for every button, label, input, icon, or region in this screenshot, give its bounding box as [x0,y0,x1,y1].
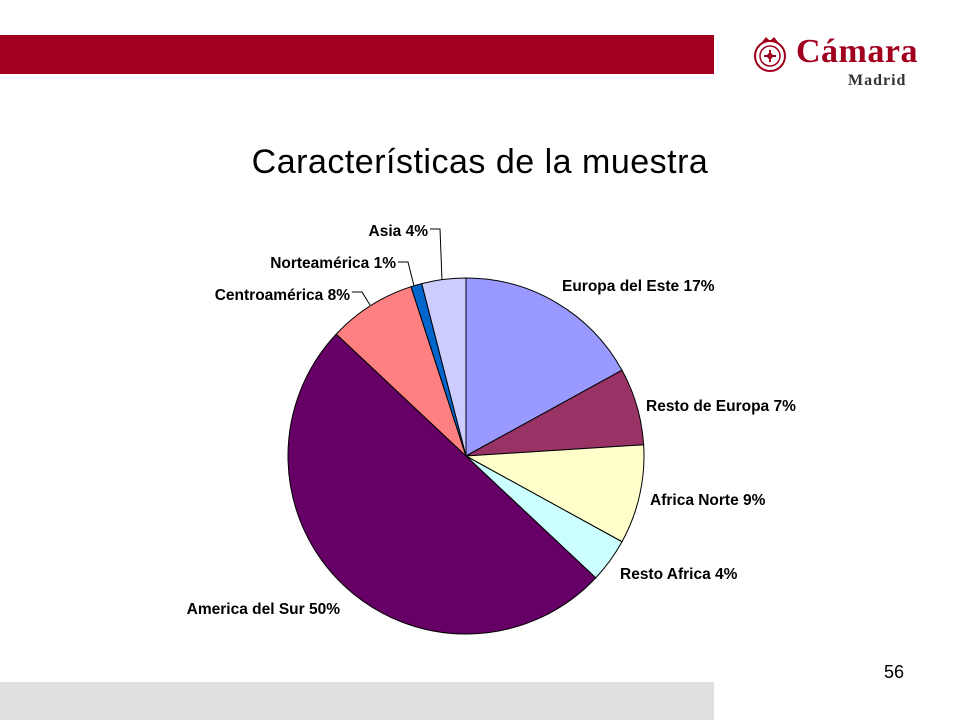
page-number: 56 [883,662,904,682]
chamber-seal-icon [754,37,786,72]
slice-label-2: Africa Norte 9% [650,492,766,509]
leader-line-5 [352,291,371,306]
logo-subtitle: Madrid [848,72,907,89]
slide-title: Características de la muestra [251,143,709,181]
leader-line-7 [430,228,443,281]
slice-label-3: Resto Africa 4% [620,566,738,583]
leader-line-6 [398,261,415,287]
header-red-bar [0,35,714,74]
footer-gray-bar [0,682,714,720]
slice-label-1: Resto de Europa 7% [646,398,796,415]
logo-wordmark: Cámara [796,33,918,70]
pie-slice-4 [287,333,597,635]
pie-slice-7 [421,277,467,457]
slice-label-4: America del Sur 50% [187,601,341,618]
slice-label-0: Europa del Este 17% [562,278,715,295]
slice-label-5: Centroamérica 8% [215,287,350,304]
pie-slice-2 [464,444,645,543]
slice-label-7: Asia 4% [369,223,429,240]
camara-madrid-logo: Cámara Madrid [748,30,943,100]
slice-label-6: Norteamérica 1% [270,255,396,272]
pie-slice-5 [335,286,467,457]
pie-slice-0 [465,277,623,457]
